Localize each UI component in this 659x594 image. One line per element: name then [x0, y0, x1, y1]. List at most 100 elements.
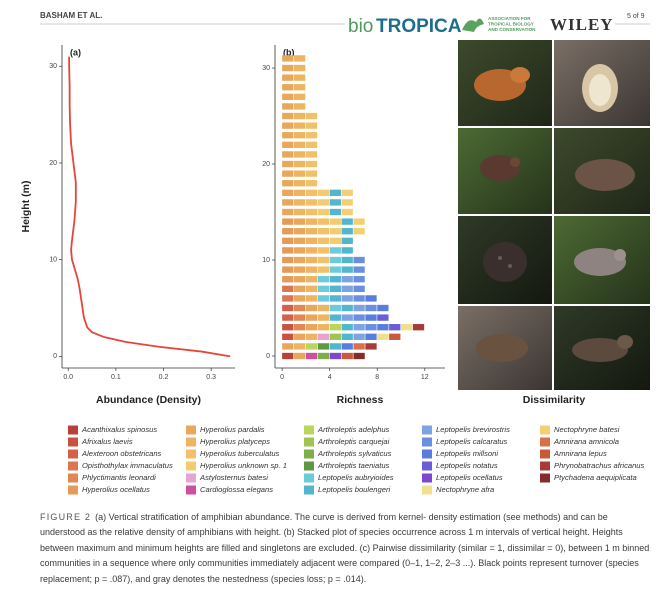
legend-swatch — [68, 461, 78, 471]
association-line: TROPICAL BIOLOGY — [488, 22, 534, 27]
bar-segment — [317, 333, 330, 340]
page-number: 5 of 9 — [627, 13, 645, 20]
bar-segment — [329, 237, 341, 244]
bar-segment — [294, 55, 306, 62]
legend-swatch — [304, 473, 314, 483]
legend-swatch — [422, 473, 432, 483]
bar-segment — [317, 314, 330, 321]
bar-segment — [294, 122, 306, 129]
legend-label: Leptopelis notatus — [436, 461, 498, 470]
bar-segment — [282, 228, 294, 235]
publisher: WILEY — [550, 15, 614, 34]
bar-segment — [317, 276, 330, 283]
legend-label: Afrixalus laevis — [81, 437, 133, 446]
bar-segment — [305, 285, 318, 292]
bar-segment — [341, 285, 353, 292]
y-tick-label: 0 — [266, 353, 270, 360]
x-axis-label: Dissimilarity — [523, 394, 586, 406]
bar-segment — [329, 247, 341, 254]
panel-label: (a) — [70, 47, 81, 57]
bar-segment — [282, 218, 294, 225]
bar-segment — [341, 343, 353, 350]
bar-segment — [377, 304, 389, 312]
legend-label: Nectophryne afra — [436, 485, 494, 494]
y-tick-label: 0 — [53, 353, 57, 360]
legend-swatch — [540, 437, 550, 447]
bar-segment — [305, 112, 318, 120]
legend-label: Arthroleptis taeniatus — [317, 461, 390, 470]
bar-segment — [353, 352, 365, 360]
association-line: ASSOCIATION FOR — [488, 16, 531, 21]
bar-segment — [305, 314, 318, 321]
legend-swatch — [422, 425, 432, 435]
bar-segment — [353, 295, 365, 302]
x-tick-label: 0.1 — [111, 374, 121, 381]
bar-segment — [353, 304, 365, 312]
bar-segment — [341, 304, 353, 312]
bar-segment — [353, 314, 365, 321]
bar-segment — [353, 256, 365, 264]
bar-segment — [317, 208, 330, 216]
bar-segment — [305, 170, 318, 177]
legend-label: Alexteroon obstetricans — [81, 449, 162, 458]
bar-segment — [294, 228, 306, 235]
bar-segment — [282, 333, 294, 340]
legend-label: Leptopelis calcaratus — [436, 437, 508, 446]
legend-label: Amnirana lepus — [553, 449, 607, 458]
bar-segment — [282, 93, 294, 101]
bar-segment — [317, 199, 330, 206]
bar-segment — [305, 247, 318, 254]
legend-swatch — [68, 449, 78, 459]
journal-bio: bio — [348, 16, 373, 37]
bar-segment — [282, 237, 294, 244]
legend-swatch — [304, 461, 314, 471]
bar-segment — [294, 208, 306, 216]
bar-segment — [365, 295, 377, 302]
bar-segment — [329, 333, 341, 340]
bar-segment — [305, 151, 318, 158]
bar-segment — [305, 141, 318, 148]
journal-tropica: TROPICA — [376, 16, 462, 37]
bar-segment — [329, 218, 341, 225]
bar-segment — [389, 333, 401, 340]
bar-segment — [294, 160, 306, 168]
bar-segment — [377, 333, 389, 340]
legend-swatch — [304, 437, 314, 447]
bar-segment — [282, 64, 294, 72]
bar-segment — [305, 276, 318, 283]
bar-segment — [305, 352, 318, 360]
bar-segment — [329, 208, 341, 216]
bar-segment — [401, 324, 413, 331]
bar-segment — [305, 304, 318, 312]
bar-segment — [282, 352, 294, 360]
bar-segment — [329, 352, 341, 360]
legend-swatch — [68, 425, 78, 435]
bar-segment — [341, 218, 353, 225]
legend-label: Leptopelis brevirostris — [436, 425, 510, 434]
photo-panel — [458, 40, 650, 390]
bar-segment — [305, 160, 318, 168]
bar-segment — [365, 314, 377, 321]
legend-swatch — [186, 485, 196, 495]
bar-segment — [317, 266, 330, 273]
bar-segment — [294, 112, 306, 120]
bar-segment — [294, 84, 306, 91]
x-tick-label: 0.2 — [159, 374, 169, 381]
bar-segment — [329, 304, 341, 312]
bar-segment — [317, 304, 330, 312]
legend-swatch — [540, 473, 550, 483]
bar-segment — [305, 180, 318, 187]
bar-segment — [294, 189, 306, 196]
bar-segment — [294, 103, 306, 110]
bar-segment — [294, 151, 306, 158]
y-tick-label: 20 — [49, 160, 57, 167]
bar-segment — [329, 314, 341, 321]
bar-segment — [353, 333, 365, 340]
legend-swatch — [422, 485, 432, 495]
bar-segment — [282, 132, 294, 139]
bar-segment — [305, 132, 318, 139]
bar-segment — [294, 324, 306, 331]
bar-segment — [365, 333, 377, 340]
legend-label: Acanthixalus spinosus — [81, 425, 157, 434]
bar-segment — [282, 256, 294, 264]
